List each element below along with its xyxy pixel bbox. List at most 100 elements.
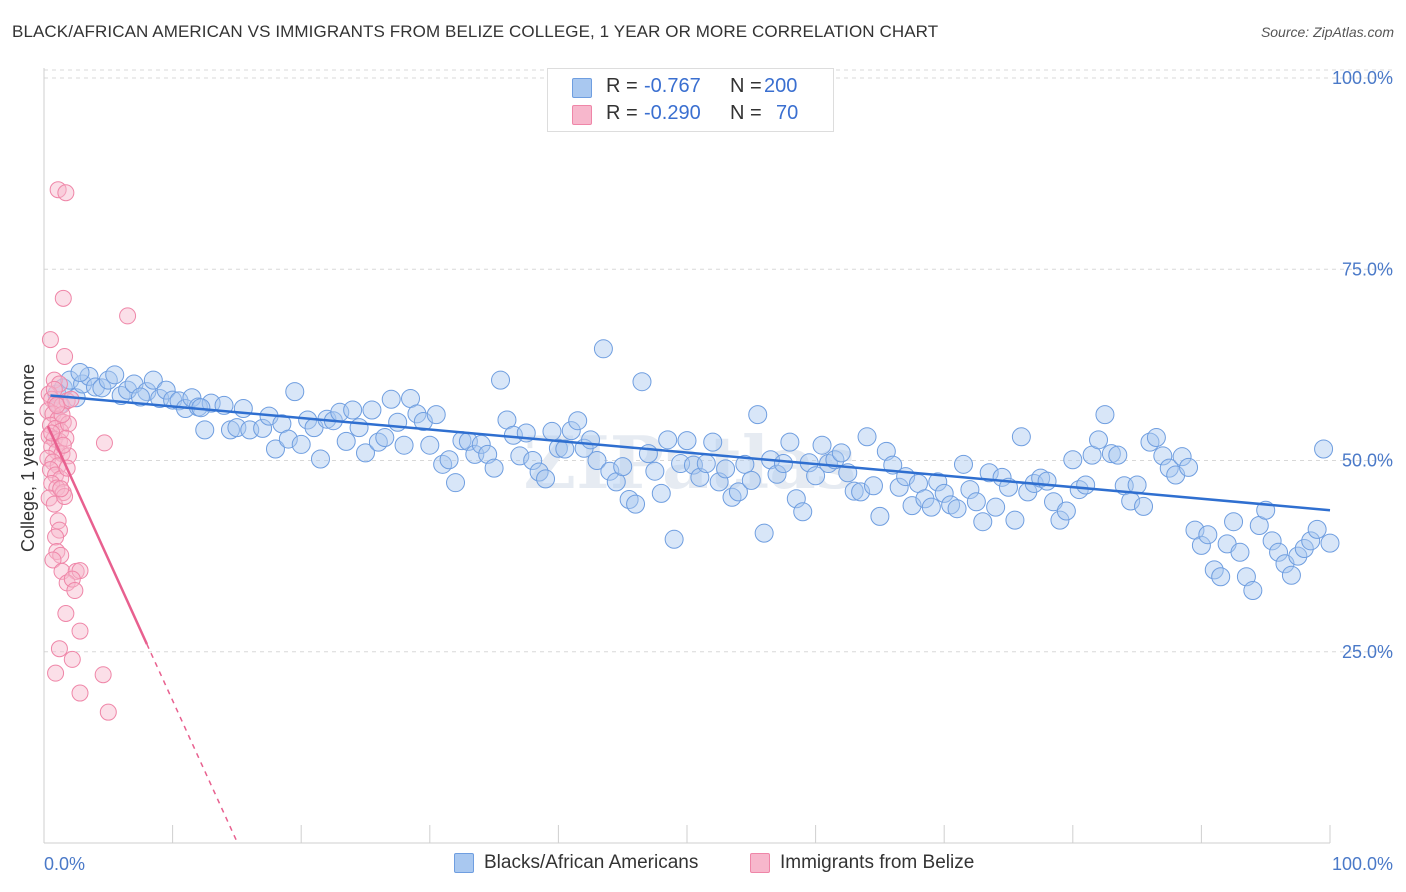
- data-point: [491, 370, 511, 390]
- blue-swatch-icon: [572, 78, 592, 98]
- data-point: [1191, 535, 1211, 555]
- data-point: [356, 443, 375, 463]
- data-point: [99, 703, 117, 721]
- data-point: [394, 435, 414, 455]
- series-immigrants-from-belize: [39, 181, 137, 721]
- data-point: [651, 483, 671, 503]
- data-point: [41, 331, 59, 349]
- data-point: [52, 480, 70, 498]
- data-point: [169, 391, 189, 411]
- data-point: [889, 477, 909, 497]
- data-point: [1269, 542, 1289, 562]
- trend-line-belize-extension: [146, 643, 239, 844]
- data-point: [1288, 546, 1308, 566]
- data-point: [56, 347, 74, 365]
- data-point: [947, 499, 967, 519]
- x-tick-label: 100.0%: [1332, 854, 1393, 874]
- data-point: [291, 434, 311, 454]
- data-point: [48, 396, 66, 414]
- data-point: [857, 427, 877, 447]
- data-point: [310, 449, 330, 469]
- data-point: [870, 506, 890, 526]
- data-point: [613, 457, 633, 477]
- data-point: [703, 432, 723, 452]
- data-point: [1005, 510, 1025, 530]
- data-point: [407, 404, 427, 424]
- data-point: [1050, 510, 1070, 530]
- data-point: [953, 454, 973, 474]
- data-point: [130, 387, 150, 407]
- data-point: [664, 529, 684, 549]
- data-point: [362, 400, 382, 420]
- data-point: [111, 385, 131, 405]
- data-point: [63, 650, 81, 668]
- data-point: [47, 528, 65, 546]
- data-point: [741, 470, 761, 490]
- data-point: [1089, 430, 1109, 450]
- n-label: N =: [730, 75, 762, 97]
- data-point: [381, 389, 401, 409]
- data-point: [960, 480, 980, 500]
- r-value: -0.767: [644, 75, 701, 97]
- chart-title: BLACK/AFRICAN AMERICAN VS IMMIGRANTS FRO…: [12, 22, 939, 41]
- data-point: [658, 430, 678, 450]
- data-point: [1294, 538, 1314, 558]
- data-point: [50, 640, 68, 658]
- data-point: [1179, 457, 1199, 477]
- data-point: [484, 458, 504, 478]
- data-point: [767, 464, 787, 484]
- r-value: -0.290: [644, 102, 701, 124]
- x-tick-label: 0.0%: [44, 854, 85, 874]
- data-point: [677, 431, 697, 451]
- data-point: [47, 664, 65, 682]
- data-point: [1044, 492, 1064, 512]
- data-point: [722, 487, 742, 507]
- n-value: 200: [764, 75, 798, 97]
- data-point: [523, 451, 543, 470]
- data-point: [253, 418, 273, 438]
- data-point: [716, 459, 736, 479]
- data-point: [92, 378, 112, 398]
- data-point: [62, 390, 80, 408]
- data-point: [388, 412, 408, 432]
- legend-label: Blacks/African Americans: [484, 852, 699, 873]
- data-point: [278, 429, 298, 449]
- trend-line-blacks: [50, 394, 1331, 512]
- data-point: [71, 622, 89, 640]
- data-point: [343, 400, 363, 420]
- data-point: [1076, 475, 1096, 495]
- data-point: [143, 370, 163, 390]
- data-point: [52, 470, 70, 488]
- r-label: R =: [606, 75, 638, 97]
- data-point: [59, 415, 77, 433]
- data-point: [50, 375, 68, 393]
- data-point: [95, 434, 113, 452]
- data-point: [934, 483, 954, 503]
- data-point: [98, 370, 118, 390]
- y-tick-label: 100.0%: [1332, 68, 1393, 88]
- data-point: [863, 476, 883, 496]
- data-point: [536, 469, 556, 489]
- data-point: [1056, 501, 1076, 521]
- data-point: [973, 512, 993, 532]
- data-point: [1198, 525, 1218, 545]
- data-point: [420, 435, 440, 455]
- data-point: [754, 523, 774, 543]
- data-point: [728, 482, 748, 502]
- data-point: [471, 434, 491, 454]
- data-point: [593, 339, 613, 359]
- data-point: [748, 405, 768, 425]
- data-point: [928, 472, 948, 492]
- y-axis-label: College, 1 year or more: [18, 364, 38, 552]
- data-point: [233, 398, 253, 418]
- data-point: [94, 666, 112, 684]
- data-point: [285, 382, 305, 402]
- data-point: [336, 431, 356, 451]
- data-point: [581, 430, 601, 450]
- chart-source: Source: ZipAtlas.com: [1260, 24, 1394, 40]
- data-point: [71, 684, 89, 702]
- data-point: [57, 184, 75, 202]
- trend-lines: [46, 394, 1331, 844]
- data-point: [1146, 428, 1166, 448]
